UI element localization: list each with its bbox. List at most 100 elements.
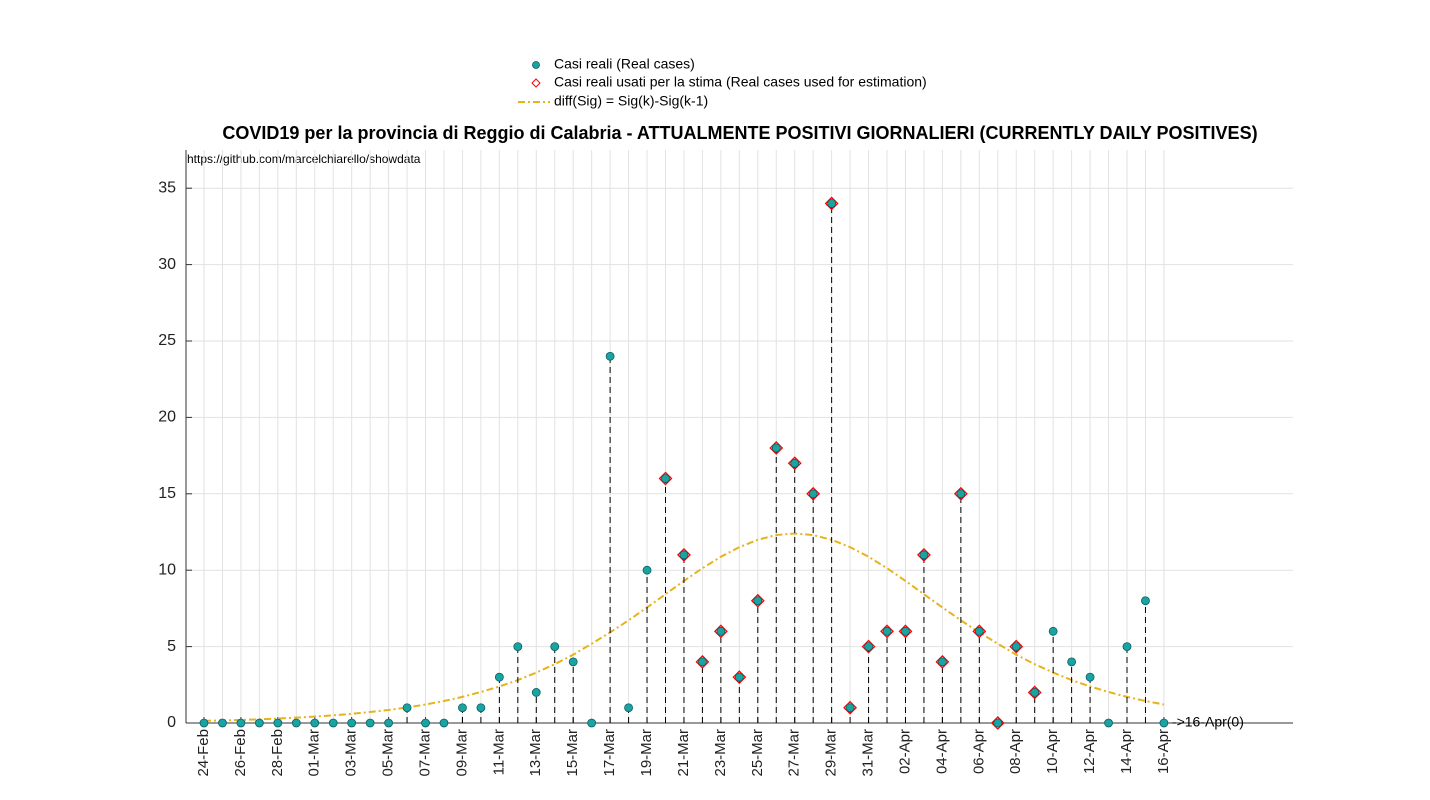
real-case-marker — [845, 703, 855, 713]
real-case-marker — [1011, 642, 1021, 651]
real-case-marker — [605, 351, 615, 361]
real-case-marker — [310, 718, 320, 728]
real-case-marker — [698, 657, 707, 667]
real-case-marker — [273, 718, 283, 728]
chart-title: COVID19 per la provincia di Reggio di Ca… — [222, 123, 1257, 143]
real-case-marker — [236, 718, 246, 728]
estimation-marker — [658, 471, 673, 486]
estimation-marker — [935, 654, 950, 669]
x-tick-label: 29-Mar — [823, 729, 840, 777]
real-case-marker — [587, 718, 597, 728]
estimation-marker — [917, 548, 931, 562]
estimation-marker — [1027, 685, 1042, 700]
x-tick-label: 19-Mar — [638, 729, 655, 777]
x-tick-label: 08-Apr — [1007, 729, 1024, 774]
real-case-marker — [1122, 642, 1132, 651]
real-case-marker — [494, 672, 504, 682]
x-tick-label: 25-Mar — [749, 729, 766, 777]
estimation-marker — [787, 456, 802, 471]
real-case-marker — [439, 718, 449, 728]
x-tick-label: 14-Apr — [1118, 729, 1135, 774]
real-case-marker — [771, 443, 781, 453]
estimation-marker — [713, 624, 728, 639]
y-tick-label: 5 — [167, 638, 176, 655]
estimation-marker — [843, 700, 858, 715]
estimation-marker — [732, 670, 747, 685]
real-case-marker — [1141, 596, 1150, 606]
x-tick-label: 13-Mar — [527, 729, 544, 777]
real-case-marker — [790, 458, 800, 468]
y-tick-label: 10 — [158, 561, 176, 578]
real-case-marker — [974, 626, 984, 636]
estimation-marker — [695, 654, 710, 669]
real-case-marker — [1085, 672, 1095, 682]
x-tick-label: 04-Apr — [933, 729, 950, 774]
x-tick-label: 05-Mar — [380, 729, 397, 777]
estimation-marker — [824, 196, 839, 211]
real-case-marker — [513, 642, 523, 651]
real-case-marker — [328, 718, 338, 728]
x-tick-label: 01-Mar — [306, 729, 323, 777]
estimation-marker — [806, 486, 821, 501]
real-case-marker — [254, 718, 264, 728]
real-case-marker — [476, 703, 486, 713]
x-tick-label: 09-Mar — [453, 729, 470, 777]
y-tick-label: 25 — [158, 332, 176, 349]
estimation-marker — [769, 441, 784, 455]
y-tick-label: 30 — [158, 256, 176, 273]
real-case-marker — [568, 657, 578, 667]
x-tick-label: 28-Feb — [269, 729, 286, 777]
real-case-marker — [624, 703, 633, 713]
real-case-marker — [642, 565, 652, 575]
y-tick-label: 20 — [158, 409, 176, 426]
real-case-marker — [882, 626, 892, 636]
legend-marker — [531, 78, 541, 88]
real-case-marker — [808, 489, 818, 499]
source-note: https://github.com/marcelchiarello/showd… — [187, 152, 421, 166]
real-case-marker — [734, 672, 744, 682]
real-case-marker — [531, 688, 541, 697]
real-case-marker — [864, 642, 873, 651]
x-tick-label: 17-Mar — [601, 729, 618, 777]
estimation-marker — [880, 624, 894, 639]
real-case-marker — [993, 718, 1003, 728]
x-tick-label: 21-Mar — [675, 729, 692, 777]
real-case-marker — [1104, 718, 1113, 728]
real-case-marker — [347, 718, 357, 728]
x-tick-label: 23-Mar — [712, 729, 729, 777]
real-case-marker — [1159, 718, 1169, 728]
real-case-marker — [365, 718, 375, 728]
real-case-marker — [716, 626, 726, 636]
real-case-marker — [1030, 688, 1040, 697]
estimation-marker — [953, 486, 968, 501]
x-tick-label: 27-Mar — [786, 729, 803, 777]
real-case-marker — [938, 657, 947, 667]
legend-label: Casi reali (Real cases) — [554, 56, 695, 72]
legend-marker — [532, 61, 540, 69]
real-case-marker — [421, 718, 430, 728]
x-tick-label: 31-Mar — [860, 729, 877, 777]
x-tick-label: 10-Apr — [1044, 729, 1061, 774]
estimation-marker — [1009, 639, 1024, 654]
x-tick-label: 07-Mar — [416, 729, 433, 777]
x-tick-label: 26-Feb — [232, 729, 249, 777]
legend-label: diff(Sig) = Sig(k)-Sig(k-1) — [554, 93, 708, 109]
y-tick-label: 15 — [158, 485, 176, 502]
legend-label: Casi reali usati per la stima (Real case… — [554, 74, 927, 90]
estimation-marker — [750, 593, 765, 608]
y-tick-label: 35 — [158, 179, 176, 196]
real-case-marker — [753, 596, 763, 606]
estimation-marker — [898, 624, 913, 639]
x-tick-label: 03-Mar — [343, 729, 360, 777]
real-case-marker — [291, 718, 301, 728]
estimation-marker — [861, 639, 876, 654]
real-case-marker — [199, 718, 209, 728]
real-case-marker — [956, 489, 966, 499]
real-case-marker — [919, 550, 929, 560]
real-case-marker — [550, 642, 560, 651]
x-tick-label: 11-Mar — [490, 729, 507, 775]
real-case-marker — [458, 703, 467, 713]
real-case-marker — [1048, 626, 1058, 636]
real-case-marker — [384, 718, 394, 728]
